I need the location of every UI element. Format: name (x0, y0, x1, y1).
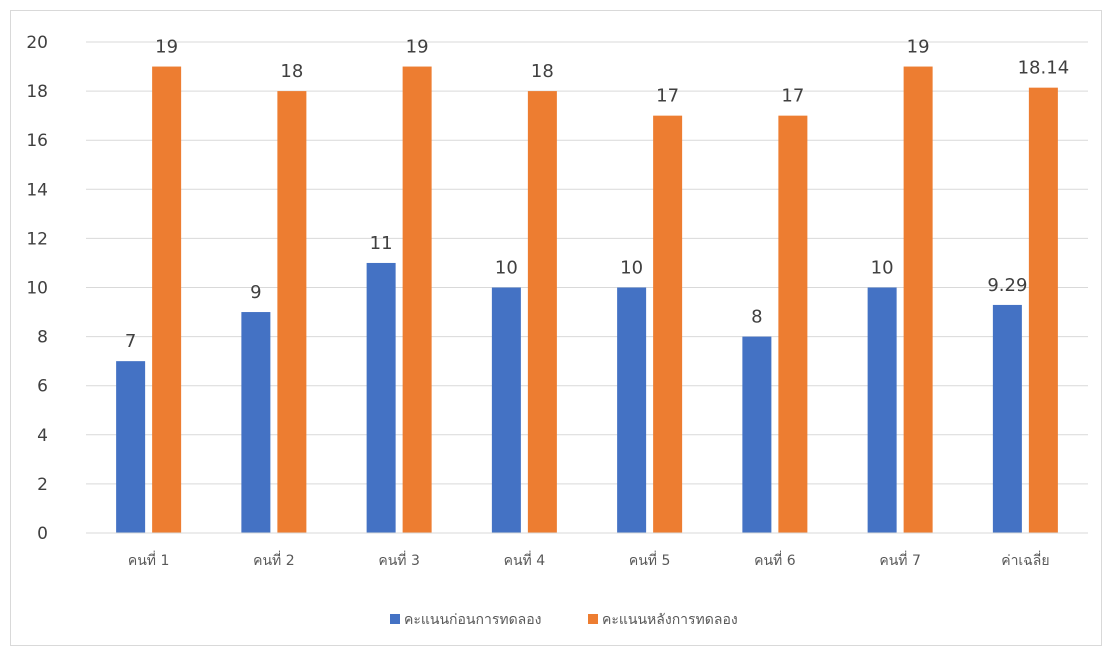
legend-label: คะแนนหลังการทดลอง (602, 612, 738, 628)
data-label: 19 (406, 37, 429, 58)
data-label: 18 (531, 61, 554, 82)
gridlines (86, 41, 1088, 485)
data-label: 18.14 (1018, 58, 1070, 79)
x-tick-label: คนที่ 3 (378, 551, 420, 569)
data-label: 10 (871, 258, 894, 279)
bar (116, 361, 146, 533)
bar (617, 287, 647, 533)
data-label: 17 (656, 86, 679, 107)
data-label: 17 (781, 86, 804, 107)
data-label: 10 (495, 258, 518, 279)
bar (491, 287, 521, 533)
data-label: 9 (250, 282, 261, 303)
y-tick-label: 6 (37, 377, 48, 397)
x-tick-label: คนที่ 2 (253, 551, 295, 569)
y-axis: 0 2 4 6 8 10 12 14 16 18 20 (26, 33, 48, 544)
x-tick-label: คนที่ 7 (879, 551, 921, 569)
y-tick-label: 2 (37, 475, 48, 495)
y-tick-label: 4 (37, 426, 48, 446)
legend: คะแนนก่อนการทดลอง คะแนนหลังการทดลอง (390, 612, 738, 628)
bar (241, 312, 271, 533)
bar (277, 91, 307, 533)
y-tick-label: 14 (26, 180, 48, 200)
x-tick-label: คนที่ 5 (629, 551, 671, 569)
y-tick-label: 12 (26, 229, 48, 249)
bar (366, 262, 396, 533)
y-tick-label: 20 (26, 33, 48, 53)
bar (992, 304, 1022, 533)
y-tick-label: 16 (26, 131, 48, 151)
x-tick-label: ค่าเฉลี่ย (1001, 551, 1049, 569)
bar (402, 66, 432, 534)
data-label: 19 (155, 37, 178, 58)
legend-label: คะแนนก่อนการทดลอง (404, 612, 542, 628)
data-label: 9.29 (987, 275, 1027, 296)
legend-swatch (390, 614, 400, 624)
data-label: 8 (751, 307, 762, 328)
data-label: 18 (280, 61, 303, 82)
bar (903, 66, 933, 534)
bar (653, 115, 683, 534)
x-tick-label: คนที่ 1 (128, 551, 170, 569)
bar (527, 91, 557, 533)
x-tick-label: คนที่ 4 (504, 551, 546, 569)
legend-swatch (588, 614, 598, 624)
bar (742, 336, 772, 533)
bar (1028, 87, 1058, 534)
data-label: 10 (620, 258, 643, 279)
bar (778, 115, 808, 534)
y-tick-label: 0 (37, 524, 48, 544)
data-label: 19 (907, 37, 930, 58)
data-label: 11 (370, 233, 393, 254)
y-tick-label: 8 (37, 328, 48, 348)
bar (867, 287, 897, 533)
y-tick-label: 18 (26, 82, 48, 102)
y-tick-label: 10 (26, 279, 48, 299)
x-axis: คนที่ 1 คนที่ 2 คนที่ 3 คนที่ 4 คนที่ 5 คนที่… (86, 532, 1088, 569)
bars: 7 19 9 18 11 19 10 18 10 17 8 17 10 19 9.29 18.14 (116, 37, 1070, 534)
data-label: 7 (125, 331, 136, 352)
bar (152, 66, 182, 534)
x-tick-label: คนที่ 6 (754, 551, 796, 569)
